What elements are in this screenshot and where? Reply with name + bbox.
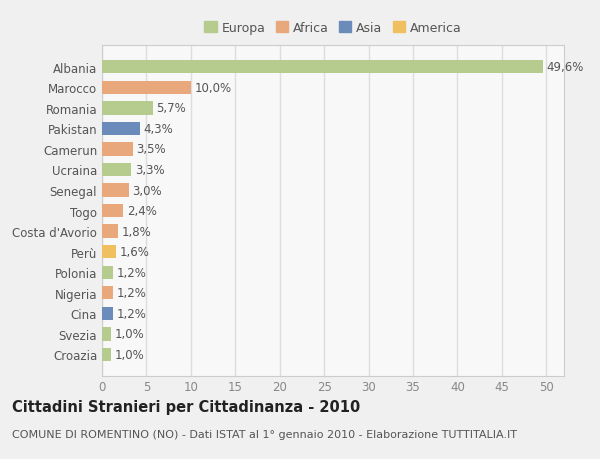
Text: 49,6%: 49,6% (546, 61, 584, 74)
Legend: Europa, Africa, Asia, America: Europa, Africa, Asia, America (202, 19, 464, 37)
Bar (102, 184, 128, 197)
Bar (102, 61, 542, 74)
Text: 3,0%: 3,0% (132, 184, 162, 197)
Bar (102, 123, 140, 136)
Text: 1,2%: 1,2% (116, 287, 146, 300)
Text: 1,2%: 1,2% (116, 266, 146, 279)
Text: 5,7%: 5,7% (156, 102, 186, 115)
Text: 1,2%: 1,2% (116, 307, 146, 320)
Bar (102, 246, 116, 259)
Bar (102, 348, 111, 361)
Bar (102, 307, 113, 320)
Text: 3,5%: 3,5% (137, 143, 166, 156)
Bar (102, 225, 118, 238)
Bar (102, 81, 191, 95)
Bar (102, 143, 133, 156)
Bar (102, 163, 131, 177)
Text: 2,4%: 2,4% (127, 205, 157, 218)
Text: Cittadini Stranieri per Cittadinanza - 2010: Cittadini Stranieri per Cittadinanza - 2… (12, 399, 360, 414)
Text: 4,3%: 4,3% (144, 123, 173, 135)
Text: 1,8%: 1,8% (122, 225, 151, 238)
Text: 1,0%: 1,0% (115, 328, 144, 341)
Text: COMUNE DI ROMENTINO (NO) - Dati ISTAT al 1° gennaio 2010 - Elaborazione TUTTITAL: COMUNE DI ROMENTINO (NO) - Dati ISTAT al… (12, 429, 517, 439)
Text: 10,0%: 10,0% (194, 82, 232, 95)
Bar (102, 102, 152, 115)
Bar (102, 266, 113, 280)
Text: 3,3%: 3,3% (135, 164, 164, 177)
Text: 1,0%: 1,0% (115, 348, 144, 361)
Bar (102, 328, 111, 341)
Bar (102, 204, 124, 218)
Text: 1,6%: 1,6% (120, 246, 149, 258)
Bar (102, 286, 113, 300)
